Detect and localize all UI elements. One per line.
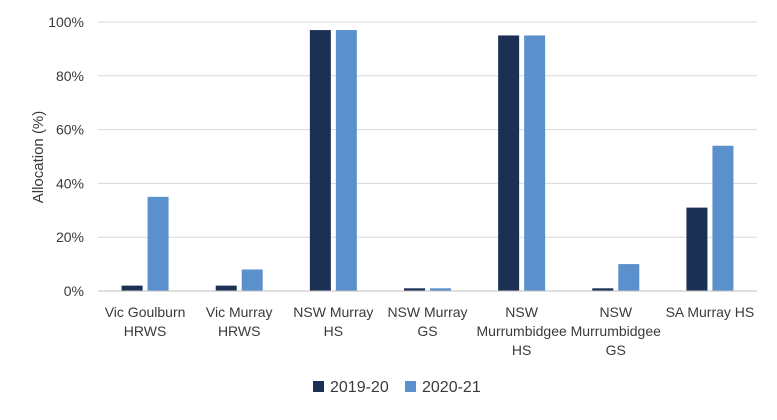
y-tick-label: 40%	[56, 175, 84, 191]
x-category-label-line: SA Murray HS	[666, 304, 755, 320]
x-category-label: SA Murray HS	[666, 304, 755, 320]
x-category-label-line: HRWS	[124, 323, 167, 339]
bar-2020-21	[524, 35, 546, 292]
x-category-label-line: HRWS	[218, 323, 261, 339]
x-category-label-line: Murrumbidgee	[571, 323, 661, 339]
bar-2019-20	[309, 30, 331, 291]
bar-2020-21	[712, 145, 734, 291]
bar-2020-21	[335, 30, 357, 291]
x-category-label-line: NSW	[505, 304, 538, 320]
x-category-label-line: NSW Murray	[387, 304, 467, 320]
x-category-label-line: HS	[324, 323, 343, 339]
bar-2020-21	[241, 269, 263, 291]
bar-2020-21	[618, 264, 640, 291]
gridlines	[98, 21, 757, 238]
x-axis-category-labels: Vic Goulburn HRWS Vic Murray HRWS NSW Murray…	[105, 304, 755, 358]
x-category-label-line: NSW Murray	[293, 304, 373, 320]
x-category-label-line: GS	[417, 323, 437, 339]
legend-swatch-2020-21	[405, 381, 416, 392]
bar-2019-20	[592, 288, 614, 291]
y-tick-label: 0%	[64, 283, 84, 299]
bar-2019-20	[404, 288, 425, 291]
x-category-label-line: NSW	[599, 304, 632, 320]
x-category-label-line: GS	[606, 342, 626, 358]
bar-2020-21	[430, 288, 451, 291]
x-category-label-line: Murrumbidgee	[477, 323, 567, 339]
y-tick-label: 60%	[56, 122, 84, 138]
x-category-label: NSW Murray HS	[293, 304, 373, 339]
x-category-label: NSW Murrumbidgee HS	[477, 304, 567, 358]
bar-2019-20	[498, 35, 520, 292]
y-tick-label: 80%	[56, 68, 84, 84]
bar-2020-21	[147, 196, 169, 291]
legend: 2019-20 2020-21	[313, 379, 481, 396]
y-tick-label: 100%	[48, 14, 84, 30]
y-tick-label: 20%	[56, 229, 84, 245]
bars	[121, 30, 734, 292]
x-category-label-line: Vic Murray	[206, 304, 273, 320]
x-category-label: NSW Murrumbidgee GS	[571, 304, 661, 358]
x-category-label: Vic Murray HRWS	[206, 304, 273, 339]
bar-2019-20	[215, 285, 237, 291]
bar-2019-20	[121, 285, 143, 291]
legend-label: 2020-21	[422, 379, 481, 396]
y-axis-title: Allocation (%)	[30, 111, 47, 204]
x-category-label: NSW Murray GS	[387, 304, 467, 339]
y-axis-tick-labels: 0% 20% 40% 60% 80% 100%	[48, 14, 84, 299]
legend-swatch-2019-20	[313, 381, 324, 392]
x-category-label-line: Vic Goulburn	[105, 304, 186, 320]
bar-2019-20	[686, 207, 708, 291]
legend-label: 2019-20	[330, 379, 389, 396]
x-category-label-line: HS	[512, 342, 531, 358]
x-category-label: Vic Goulburn HRWS	[105, 304, 186, 339]
